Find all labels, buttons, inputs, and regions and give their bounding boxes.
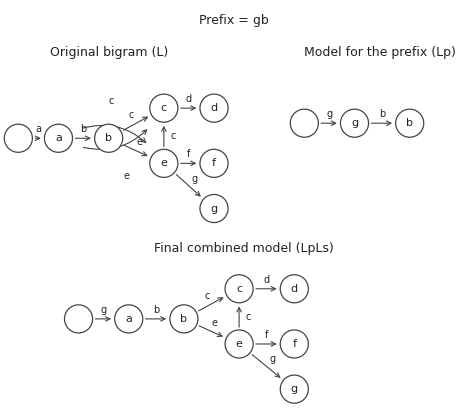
- Text: Original bigram (L): Original bigram (L): [49, 46, 168, 60]
- Text: c: c: [109, 95, 114, 106]
- Circle shape: [396, 109, 424, 137]
- Text: c: c: [170, 131, 175, 141]
- Text: g: g: [269, 354, 275, 364]
- Text: d: d: [263, 275, 269, 285]
- Circle shape: [280, 375, 309, 403]
- Circle shape: [115, 305, 143, 333]
- Text: c: c: [246, 312, 251, 322]
- Circle shape: [95, 124, 123, 152]
- Circle shape: [280, 275, 309, 303]
- Circle shape: [200, 94, 228, 122]
- Circle shape: [170, 305, 198, 333]
- Text: f: f: [264, 330, 268, 340]
- Text: c: c: [161, 103, 167, 113]
- Text: e: e: [137, 138, 143, 148]
- Text: c: c: [204, 291, 210, 301]
- Text: g: g: [100, 305, 106, 315]
- Text: f: f: [212, 158, 216, 168]
- Circle shape: [225, 330, 253, 358]
- Text: g: g: [191, 174, 198, 184]
- Text: b: b: [181, 314, 187, 324]
- Text: f: f: [292, 339, 296, 349]
- Text: d: d: [210, 103, 218, 113]
- Circle shape: [45, 124, 73, 152]
- Text: b: b: [153, 305, 159, 315]
- Text: Prefix = gb: Prefix = gb: [199, 14, 269, 27]
- Text: e: e: [212, 318, 218, 328]
- Text: d: d: [185, 94, 191, 104]
- Text: g: g: [210, 203, 218, 214]
- Text: f: f: [187, 149, 190, 159]
- Circle shape: [200, 149, 228, 177]
- Text: g: g: [291, 384, 298, 394]
- Circle shape: [4, 124, 32, 152]
- Text: b: b: [379, 109, 385, 119]
- Circle shape: [150, 94, 178, 122]
- Text: b: b: [105, 133, 112, 143]
- Circle shape: [340, 109, 369, 137]
- Text: c: c: [236, 284, 242, 294]
- Text: b: b: [406, 118, 413, 128]
- Text: b: b: [80, 124, 86, 134]
- Text: a: a: [55, 133, 62, 143]
- Text: g: g: [351, 118, 358, 128]
- Circle shape: [64, 305, 92, 333]
- Text: a: a: [35, 124, 41, 134]
- Text: Model for the prefix (Lp): Model for the prefix (Lp): [304, 46, 456, 60]
- Text: Final combined model (LpLs): Final combined model (LpLs): [154, 242, 334, 255]
- Text: e: e: [236, 339, 243, 349]
- Circle shape: [150, 149, 178, 177]
- Text: a: a: [125, 314, 132, 324]
- Circle shape: [290, 109, 319, 137]
- Text: g: g: [326, 109, 332, 119]
- Circle shape: [200, 194, 228, 223]
- Circle shape: [280, 330, 309, 358]
- Text: d: d: [291, 284, 298, 294]
- Text: e: e: [160, 158, 167, 168]
- Text: e: e: [123, 171, 129, 181]
- Circle shape: [225, 275, 253, 303]
- Text: c: c: [129, 111, 134, 121]
